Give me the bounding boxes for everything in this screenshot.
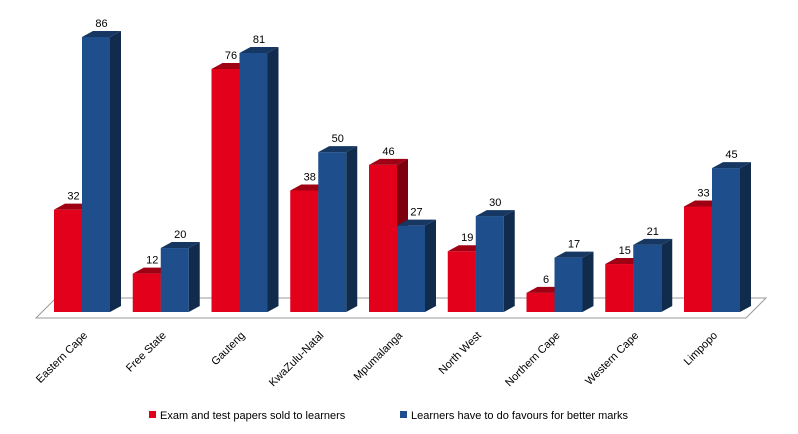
bar-1-favours-value-label: 20 — [174, 229, 186, 241]
bar-7-favours-value-label: 21 — [647, 226, 659, 238]
legend-label-favours: Learners have to do favours for better m… — [411, 410, 629, 422]
x-tick-label: Limpopo — [682, 330, 720, 368]
x-tick-label: Northern Cape — [503, 330, 563, 390]
bar-1-favours — [160, 242, 200, 312]
bar-7-exam-papers-value-label: 15 — [619, 245, 631, 257]
bar-2-favours-value-label: 81 — [253, 34, 265, 46]
bar-0-favours — [82, 31, 121, 312]
bar-2-favours — [239, 46, 279, 312]
x-tick-label: KwaZulu-Natal — [267, 330, 326, 389]
bar-1-exam-papers-value-label: 12 — [146, 255, 158, 267]
bar-6-favours-value-label: 17 — [568, 239, 580, 251]
bar-5-favours-value-label: 30 — [489, 197, 501, 209]
legend-swatch-favours — [400, 411, 407, 418]
bar-5-favours — [475, 210, 515, 312]
bar-0-favours-value-label: 86 — [95, 18, 107, 30]
bar-0-exam-papers-value-label: 32 — [67, 191, 79, 203]
legend: Exam and test papers sold to learners Le… — [149, 410, 629, 422]
bar-3-favours-value-label: 50 — [332, 133, 344, 145]
bar-8-exam-papers-value-label: 33 — [697, 187, 709, 199]
legend-swatch-exam-papers — [149, 411, 156, 418]
x-tick-label: Free State — [124, 330, 169, 375]
bar-3-favours — [318, 146, 358, 312]
bar-8-favours — [712, 162, 751, 312]
bar-4-exam-papers-value-label: 46 — [382, 146, 394, 158]
bar-4-favours — [397, 219, 436, 312]
bar-6-favours — [554, 251, 594, 312]
bar-4-favours-value-label: 27 — [410, 207, 422, 219]
x-tick-label: Eastern Cape — [34, 330, 90, 386]
x-tick-label: Western Cape — [583, 330, 641, 388]
bar-7-favours — [633, 238, 673, 312]
data-labels: 32 86 12 20 76 81 38 50 46 27 19 30 6 17 15 21 33 45 — [67, 18, 737, 286]
x-tick-label: Mpumalanga — [352, 329, 406, 383]
bar-2-exam-papers-value-label: 76 — [225, 50, 237, 62]
bar-3-exam-papers-value-label: 38 — [304, 171, 316, 183]
bar-6-exam-papers-value-label: 6 — [543, 274, 549, 286]
bars — [54, 31, 751, 312]
bar-5-exam-papers-value-label: 19 — [461, 232, 473, 244]
x-axis: Eastern Cape Free State Gauteng KwaZulu-Nat… — [34, 329, 720, 389]
legend-label-exam-papers: Exam and test papers sold to learners — [160, 410, 346, 422]
x-tick-label: Gauteng — [209, 330, 247, 368]
bar-8-favours-value-label: 45 — [725, 149, 737, 161]
x-tick-label: North West — [437, 330, 484, 377]
